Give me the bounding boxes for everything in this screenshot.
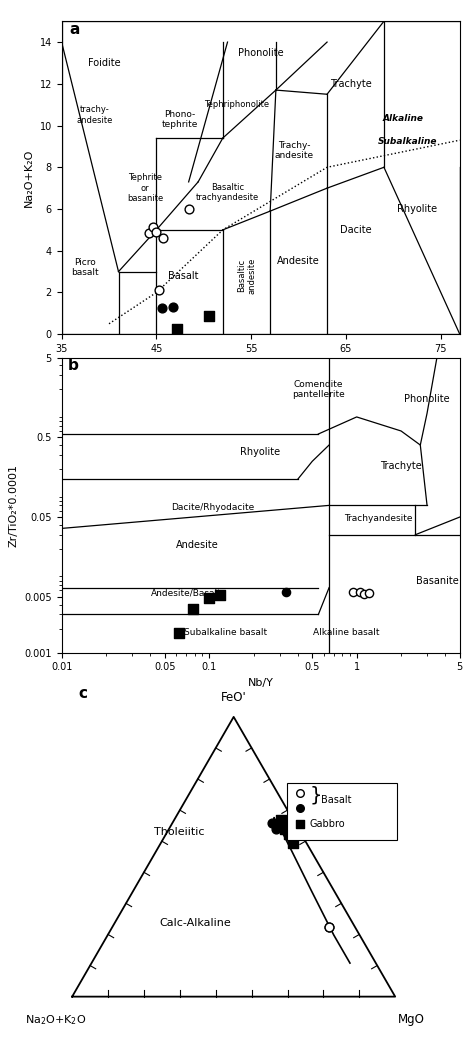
Point [205, 590, 213, 607]
Point [282, 820, 289, 837]
Point [325, 918, 333, 935]
Point [175, 625, 182, 642]
Text: }: } [310, 785, 322, 804]
FancyBboxPatch shape [287, 783, 397, 840]
Point [190, 601, 197, 618]
Text: c: c [79, 685, 88, 700]
Text: Dacite/Rhyodacite: Dacite/Rhyodacite [171, 504, 254, 512]
Text: Basalt: Basalt [321, 796, 351, 805]
Point [296, 785, 304, 802]
Point [278, 815, 286, 832]
Text: Alkaline: Alkaline [383, 115, 423, 123]
Text: Picro
basalt: Picro basalt [72, 258, 99, 277]
Text: Andesite/Basalt: Andesite/Basalt [150, 589, 221, 598]
Point [269, 815, 276, 832]
Point [285, 825, 292, 842]
Point [185, 201, 192, 218]
Text: Phonolite: Phonolite [238, 48, 283, 57]
Text: a: a [69, 21, 80, 37]
Text: Trachy-
andesite: Trachy- andesite [274, 141, 313, 160]
Point [277, 812, 284, 829]
Y-axis label: Na₂O+K₂O: Na₂O+K₂O [24, 149, 34, 207]
Point [350, 584, 357, 601]
Text: Comendite
pantellerite: Comendite pantellerite [292, 380, 345, 399]
Point [205, 308, 212, 325]
Text: Phono-
tephrite: Phono- tephrite [162, 109, 198, 129]
Text: Alkaline basalt: Alkaline basalt [313, 628, 380, 637]
Text: Trachyandesite: Trachyandesite [344, 514, 412, 523]
Point [272, 820, 280, 837]
Point [159, 230, 167, 247]
Text: Basaltic
trachyandesite: Basaltic trachyandesite [196, 182, 259, 202]
Point [360, 586, 368, 603]
Text: Basalt: Basalt [168, 271, 198, 281]
Text: Rhyolite: Rhyolite [397, 204, 437, 214]
Point [282, 584, 290, 601]
Text: Tephrite
or
basanite: Tephrite or basanite [127, 173, 163, 203]
Text: Basaltic
andesite: Basaltic andesite [237, 258, 256, 294]
Text: Gabbro: Gabbro [310, 819, 345, 829]
Text: Tholeiitic: Tholeiitic [154, 828, 204, 837]
Text: Andesite: Andesite [176, 540, 219, 551]
Text: FeO': FeO' [221, 691, 246, 703]
Point [149, 219, 156, 236]
Point [365, 585, 373, 602]
Point [280, 817, 288, 834]
Point [170, 298, 177, 315]
Text: Subalkaline: Subalkaline [378, 137, 438, 146]
Point [145, 225, 153, 242]
Text: Na$_2$O+K$_2$O: Na$_2$O+K$_2$O [25, 1013, 87, 1027]
Point [158, 299, 166, 316]
Point [153, 224, 160, 241]
Text: Foidite: Foidite [88, 58, 120, 68]
Text: Trachyte: Trachyte [330, 79, 372, 89]
Text: Andesite: Andesite [277, 256, 320, 266]
Point [290, 834, 297, 851]
Text: Trachyte: Trachyte [380, 460, 422, 471]
Point [325, 918, 333, 935]
Text: Subalkaline basalt: Subalkaline basalt [184, 628, 267, 637]
Text: Basanite: Basanite [416, 575, 458, 586]
Text: Phonolite: Phonolite [404, 395, 450, 404]
X-axis label: Nb/Y: Nb/Y [248, 678, 273, 688]
Text: Calc-Alkaline: Calc-Alkaline [159, 918, 231, 927]
Point [296, 799, 304, 816]
Text: Tephriphonolite: Tephriphonolite [204, 100, 270, 109]
Text: trachy-
andesite: trachy- andesite [77, 105, 113, 125]
X-axis label: SiO₂: SiO₂ [249, 360, 273, 369]
Point [216, 587, 224, 604]
Point [296, 815, 304, 832]
Point [155, 282, 163, 299]
Text: Rhyolite: Rhyolite [239, 447, 280, 456]
Text: Dacite: Dacite [340, 225, 371, 234]
Point [173, 320, 181, 337]
Text: MgO: MgO [398, 1013, 425, 1026]
Point [356, 584, 364, 601]
Text: b: b [68, 358, 79, 372]
Y-axis label: Zr/TiO₂*0.0001: Zr/TiO₂*0.0001 [9, 464, 18, 546]
